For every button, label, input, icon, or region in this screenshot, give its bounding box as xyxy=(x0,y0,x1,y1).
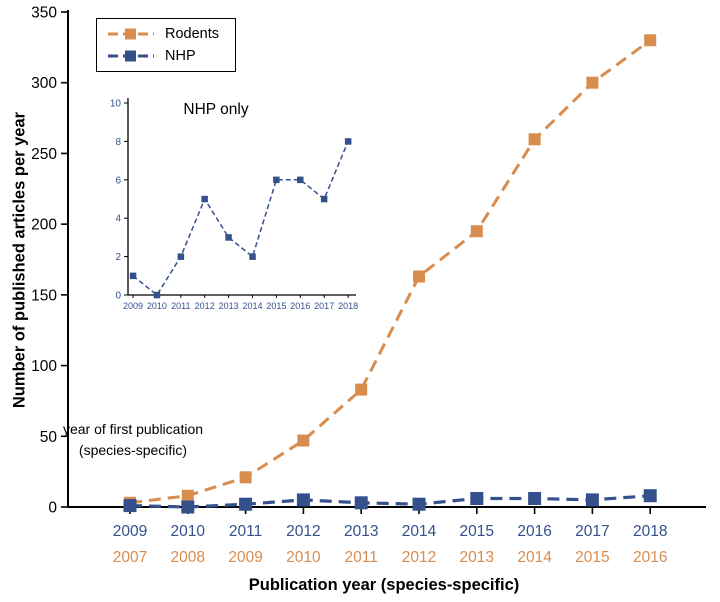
inset-x-tick-label: 2018 xyxy=(338,301,358,311)
data-point-marker xyxy=(181,489,194,502)
data-point-marker xyxy=(177,253,185,260)
x-tick-year-rodents: 2009 xyxy=(228,549,262,566)
inset-y-tick-label: 8 xyxy=(115,137,121,148)
x-tick-year-rodents: 2013 xyxy=(460,549,494,566)
annotation-line2: (species-specific) xyxy=(78,442,188,458)
inset-x-tick-label: 2017 xyxy=(314,301,334,311)
x-tick-year-nhp: 2010 xyxy=(171,523,206,540)
data-point-marker xyxy=(344,138,352,145)
rodents-line-sample-icon xyxy=(108,28,154,40)
inset-y-tick-label: 10 xyxy=(110,99,122,110)
inset-y-tick-label: 4 xyxy=(115,214,121,225)
inset-x-tick-label: 2012 xyxy=(195,301,215,311)
data-point-marker xyxy=(123,499,137,513)
x-tick-year-rodents: 2012 xyxy=(402,549,436,566)
first-publication-annotation: year of first publication (species-speci… xyxy=(63,419,203,461)
inset-x-tick-label: 2010 xyxy=(147,301,167,311)
x-tick-year-rodents: 2016 xyxy=(633,549,667,566)
data-point-marker xyxy=(470,492,484,505)
inset-x-tick-label: 2011 xyxy=(171,301,190,311)
inset-y-tick-label: 2 xyxy=(115,252,121,263)
data-point-marker xyxy=(412,497,426,511)
x-tick-year-rodents: 2010 xyxy=(286,549,321,566)
main-axes: 0501001502002503003502009200720102008201… xyxy=(31,5,706,566)
x-tick-year-nhp: 2012 xyxy=(286,523,320,540)
nhp-line-sample-icon xyxy=(108,50,154,62)
inset-title: NHP only xyxy=(183,101,249,118)
data-point-marker xyxy=(354,496,368,510)
x-axis-title: Publication year (species-specific) xyxy=(248,576,520,594)
legend-item-rodents: Rodents xyxy=(107,26,219,42)
data-point-marker xyxy=(528,133,541,146)
data-point-marker xyxy=(528,492,542,505)
data-point-marker xyxy=(297,176,304,184)
x-tick-year-nhp: 2013 xyxy=(344,523,378,540)
y-axis-title: Number of published articles per year xyxy=(10,111,29,409)
data-point-marker xyxy=(586,76,599,89)
x-tick-year-nhp: 2014 xyxy=(402,523,437,540)
x-tick-year-nhp: 2016 xyxy=(517,523,551,540)
nhp-series xyxy=(123,489,657,514)
data-point-marker xyxy=(239,471,252,484)
data-point-marker xyxy=(470,225,483,238)
inset-x-tick-label: 2016 xyxy=(290,301,310,311)
x-tick-year-nhp: 2015 xyxy=(460,523,494,540)
data-point-marker xyxy=(225,234,232,241)
y-tick-label: 350 xyxy=(31,5,57,22)
annotation-line1: year of first publication xyxy=(62,421,204,437)
data-point-marker xyxy=(296,493,310,507)
x-tick-year-nhp: 2011 xyxy=(229,523,262,540)
data-point-marker xyxy=(181,500,195,514)
data-point-marker xyxy=(201,195,208,203)
legend-label-nhp: NHP xyxy=(165,48,196,64)
y-tick-label: 300 xyxy=(31,75,57,92)
inset-x-tick-label: 2009 xyxy=(123,301,143,311)
y-tick-label: 0 xyxy=(48,500,57,517)
x-tick-year-rodents: 2015 xyxy=(575,549,609,566)
data-point-marker xyxy=(297,434,310,447)
legend: Rodents NHP xyxy=(96,18,237,72)
inset-x-tick-label: 2015 xyxy=(266,301,286,311)
y-tick-label: 50 xyxy=(40,429,58,446)
inset-x-tick-label: 2014 xyxy=(242,301,262,311)
x-tick-year-nhp: 2017 xyxy=(575,523,609,540)
inset-chart: 0 2 4 6 8 10 2009 2010 2011 2012 2013 2014 2015 2016 2… xyxy=(110,98,358,311)
y-tick-label: 200 xyxy=(31,217,57,234)
data-point-marker xyxy=(643,489,657,503)
data-point-marker xyxy=(320,195,328,203)
inset-x-tick-label: 2013 xyxy=(219,301,239,311)
x-tick-year-nhp: 2018 xyxy=(633,523,667,540)
inset-y-tick-label: 6 xyxy=(115,175,121,186)
data-point-marker xyxy=(273,176,280,184)
y-tick-label: 150 xyxy=(31,287,57,304)
data-point-marker xyxy=(644,34,657,47)
legend-item-nhp: NHP xyxy=(107,48,219,64)
data-point-marker xyxy=(129,272,137,280)
x-tick-year-rodents: 2008 xyxy=(171,549,205,566)
inset-y-tick-label: 0 xyxy=(115,291,121,302)
x-tick-year-rodents: 2007 xyxy=(113,549,147,566)
data-point-marker xyxy=(585,493,599,507)
data-point-marker xyxy=(239,497,253,511)
data-point-marker xyxy=(355,383,368,396)
data-point-marker xyxy=(249,253,256,260)
y-tick-label: 250 xyxy=(31,146,57,163)
data-point-marker xyxy=(153,291,161,299)
data-point-marker xyxy=(413,270,425,283)
x-tick-year-rodents: 2014 xyxy=(517,549,552,566)
y-tick-label: 100 xyxy=(31,358,57,375)
legend-label-rodents: Rodents xyxy=(165,26,220,42)
x-tick-year-nhp: 2009 xyxy=(113,523,147,540)
x-tick-year-rodents: 2011 xyxy=(345,549,378,566)
